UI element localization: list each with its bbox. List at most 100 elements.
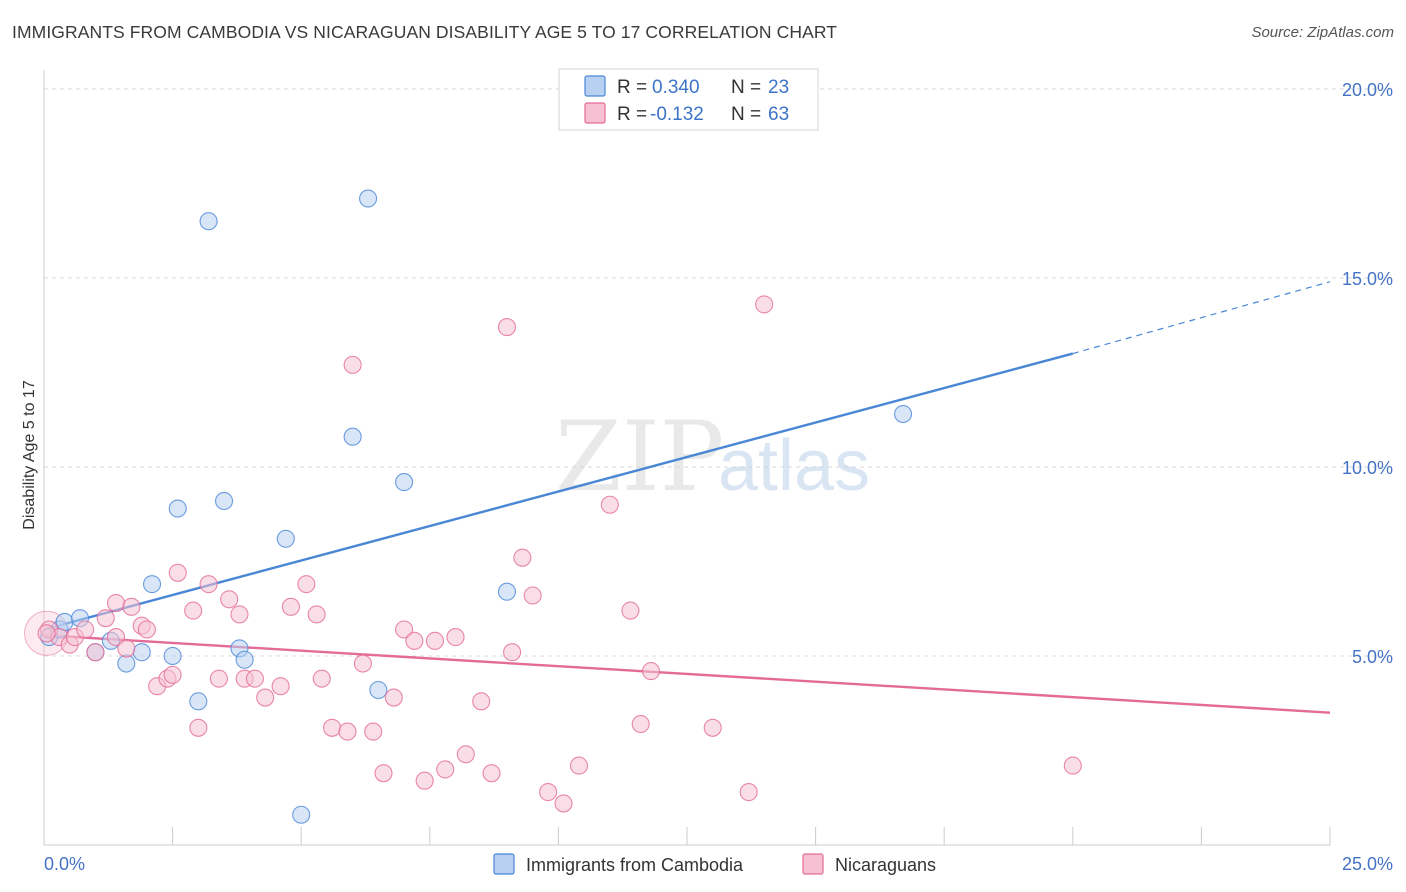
bottom-legend-label-blue: Immigrants from Cambodia <box>526 855 744 875</box>
data-point-pink <box>323 718 342 737</box>
y-tick-label: 5.0% <box>1352 647 1393 667</box>
data-point-pink <box>425 631 444 650</box>
x-tick-label-max: 25.0% <box>1342 854 1393 874</box>
data-point-pink <box>405 631 424 650</box>
x-tick-label-min: 0.0% <box>44 854 85 874</box>
chart-title: IMMIGRANTS FROM CAMBODIA VS NICARAGUAN D… <box>12 22 838 42</box>
data-point-pink <box>384 688 403 707</box>
y-tick-label: 15.0% <box>1342 269 1393 289</box>
data-point-pink <box>122 597 141 616</box>
bottom-legend-label-pink: Nicaraguans <box>835 855 936 875</box>
data-point-blue <box>359 189 378 208</box>
data-point-blue <box>163 646 182 666</box>
data-point-pink <box>220 590 239 609</box>
data-point-pink <box>472 692 491 711</box>
trend-line-pink <box>43 633 1331 714</box>
legend-r-value-pink: -0.132 <box>650 104 704 125</box>
legend-n-value-pink: 63 <box>768 104 789 125</box>
data-point-pink <box>523 586 542 605</box>
bottom-legend-swatch-blue <box>493 853 515 875</box>
data-point-blue <box>235 650 254 669</box>
data-point-pink <box>312 669 331 688</box>
data-point-pink <box>621 601 640 620</box>
data-point-blue <box>497 582 517 601</box>
data-point-pink <box>230 605 249 624</box>
data-point-pink <box>415 771 434 790</box>
data-point-pink <box>256 688 275 707</box>
data-point-pink <box>513 548 532 567</box>
data-point-blue <box>199 212 218 231</box>
data-point-pink <box>106 628 126 647</box>
bottom-legend-swatch-pink <box>802 853 824 875</box>
data-point-pink <box>184 601 203 620</box>
data-point-pink <box>96 609 115 628</box>
data-point-pink <box>539 783 558 802</box>
legend-swatch-pink <box>584 102 606 124</box>
data-point-pink <box>353 654 372 673</box>
data-point-pink <box>739 783 758 802</box>
data-point-pink <box>374 764 393 783</box>
data-point-pink <box>503 643 522 662</box>
data-point-pink <box>307 605 326 624</box>
axes <box>43 70 1331 846</box>
data-point-blue <box>292 805 311 824</box>
data-point-blue <box>214 491 234 511</box>
data-point-pink <box>338 722 357 741</box>
data-point-blue <box>168 499 187 518</box>
data-point-pink <box>436 760 455 779</box>
data-point-blue <box>117 654 136 673</box>
data-point-pink <box>1063 756 1082 775</box>
legend-n-value-blue: 23 <box>768 77 789 98</box>
grid-lines <box>44 88 1393 657</box>
data-point-pink <box>631 714 650 734</box>
data-point-pink <box>209 669 228 688</box>
data-point-pink <box>569 756 589 775</box>
data-point-blue <box>369 680 388 700</box>
data-point-blue <box>132 643 151 662</box>
data-point-blue <box>276 529 295 548</box>
data-point-pink <box>364 722 383 741</box>
data-point-blue <box>395 473 414 492</box>
legend-n-label-pink: N = <box>731 104 761 125</box>
data-point-pink <box>703 718 722 737</box>
data-point-pink <box>245 669 264 688</box>
data-point-pink <box>446 628 465 647</box>
data-point-blue <box>343 427 362 446</box>
data-point-pink <box>37 624 56 643</box>
data-point-pink <box>456 745 475 764</box>
data-point-pink <box>297 575 316 594</box>
data-point-blue <box>893 404 913 424</box>
data-point-blue <box>142 575 162 594</box>
data-point-pink <box>86 643 105 662</box>
data-point-pink <box>755 295 774 314</box>
data-point-blue <box>189 692 208 711</box>
data-point-pink <box>641 662 661 681</box>
watermark-zip: ZIP <box>555 401 724 513</box>
legend-r-label-pink: R = <box>617 104 647 125</box>
data-point-pink <box>168 563 187 582</box>
y-axis-label: Disability Age 5 to 17 <box>21 380 38 530</box>
y-tick-label: 20.0% <box>1342 80 1393 100</box>
data-point-pink <box>497 318 517 337</box>
trend-line-extension-blue <box>1072 281 1331 355</box>
y-tick-labels: 5.0% 10.0% 15.0% 20.0% <box>1342 80 1393 667</box>
data-point-pink <box>199 575 218 594</box>
data-point-pink <box>76 620 95 639</box>
y-tick-label: 10.0% <box>1342 458 1393 478</box>
data-point-pink <box>600 495 619 514</box>
data-point-pink <box>281 597 300 616</box>
bottom-legend: Immigrants from Cambodia Nicaraguans <box>493 853 936 875</box>
data-points <box>24 189 1082 824</box>
data-point-pink <box>395 620 414 639</box>
data-point-blue <box>55 612 74 632</box>
data-point-pink <box>482 764 501 783</box>
legend-swatch-blue <box>584 75 606 97</box>
data-point-pink <box>554 794 573 813</box>
legend-r-value-blue: 0.340 <box>652 77 700 98</box>
data-point-pink <box>163 665 182 684</box>
legend-r-label-blue: R = <box>617 77 647 98</box>
trend-line-blue <box>43 352 1074 631</box>
data-point-pink <box>117 639 136 658</box>
data-point-pink <box>137 620 156 639</box>
